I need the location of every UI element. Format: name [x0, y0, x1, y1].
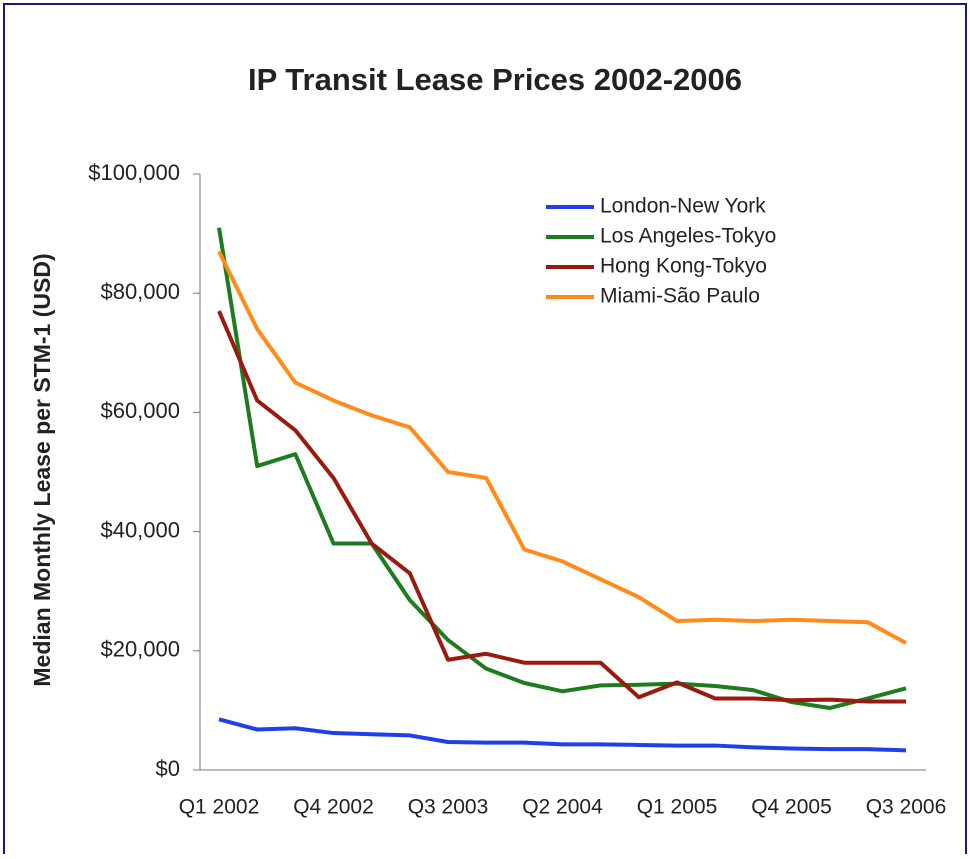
y-tick-label: $100,000 — [88, 160, 180, 185]
x-tick-label: Q3 2006 — [866, 796, 947, 819]
series-line — [217, 227, 907, 711]
y-tick-label: $60,000 — [100, 398, 180, 423]
x-tick-label: Q2 2004 — [522, 796, 603, 819]
x-tick-label: Q1 2005 — [637, 796, 718, 819]
y-tick-label: $20,000 — [100, 637, 180, 662]
series-line — [217, 310, 906, 704]
series-line — [218, 717, 907, 753]
x-tick-label: Q1 2002 — [179, 796, 260, 819]
y-axis-label: Median Monthly Lease per STM-1 (USD) — [29, 253, 55, 686]
legend-label: Los Angeles-Tokyo — [600, 225, 776, 248]
y-tick-label: $40,000 — [100, 517, 180, 542]
x-tick-label: Q4 2002 — [293, 796, 374, 819]
y-tick-label: $80,000 — [100, 279, 180, 304]
legend-label: Miami-São Paulo — [600, 285, 760, 308]
legend-label: London-New York — [600, 195, 766, 218]
series-line — [217, 250, 907, 645]
x-tick-label: Q3 2003 — [408, 796, 489, 819]
y-tick-label: $0 — [156, 756, 180, 781]
frame — [3, 3, 967, 859]
x-tick-label: Q4 2005 — [751, 796, 832, 819]
chart-title: IP Transit Lease Prices 2002-2006 — [248, 62, 742, 97]
legend-label: Hong Kong-Tokyo — [600, 255, 767, 278]
